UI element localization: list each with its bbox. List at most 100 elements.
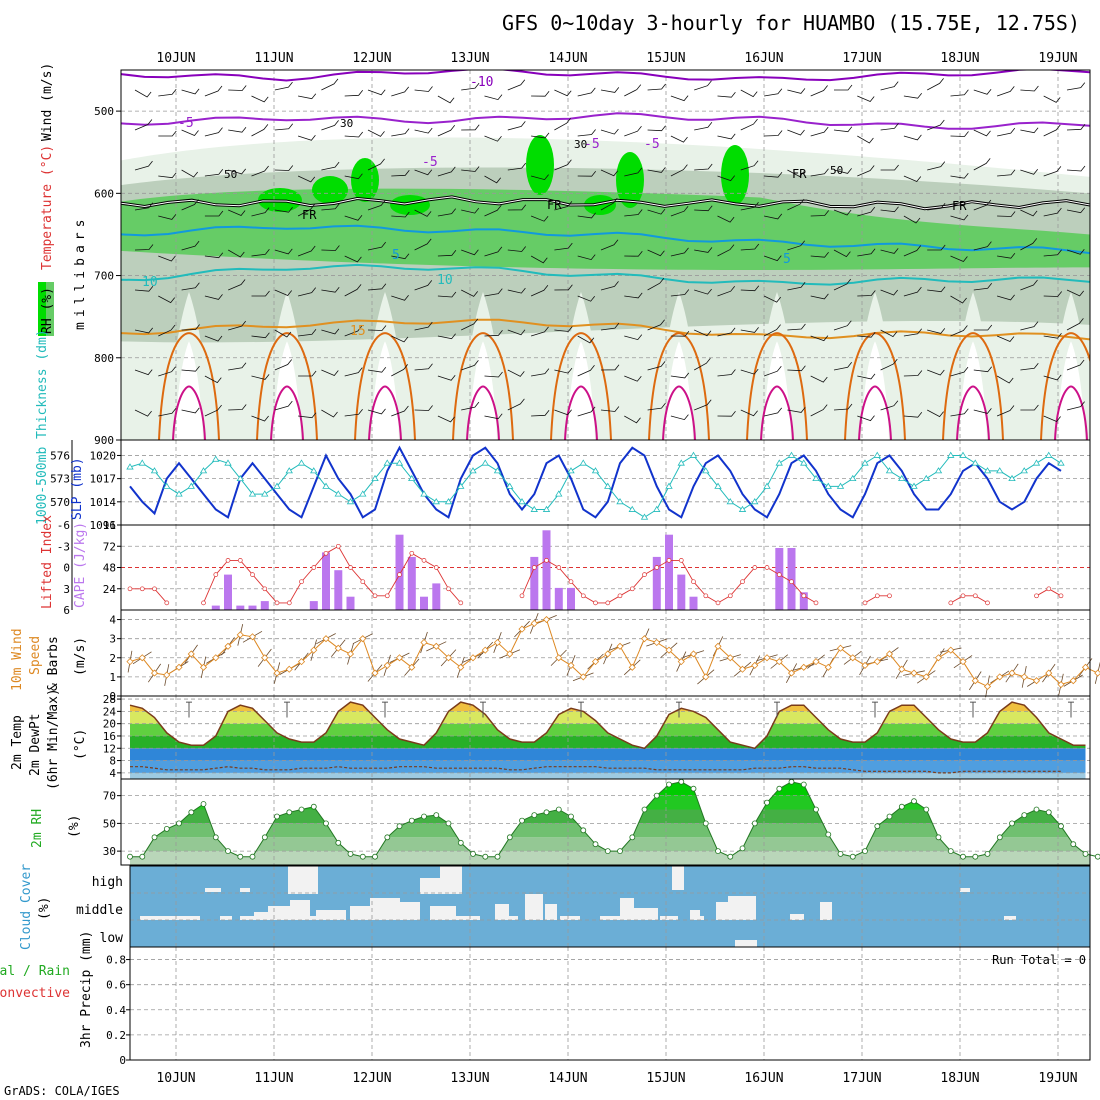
thickness-point — [1032, 459, 1041, 466]
wind-barb — [414, 321, 433, 331]
wind-barb — [810, 375, 828, 383]
temperature-tick-label: 28 — [103, 693, 116, 706]
cape-bar — [542, 530, 551, 610]
wind-barb — [996, 294, 1015, 301]
wind-barb — [274, 123, 294, 131]
wind-barb — [274, 400, 293, 411]
wind-speed-point — [996, 673, 1004, 681]
rh-point — [286, 809, 293, 816]
rh-point — [1070, 841, 1077, 848]
dry-plume — [665, 341, 693, 440]
wind-barb — [414, 127, 433, 134]
wind-barb — [1090, 136, 1100, 141]
wind-barb — [694, 288, 712, 295]
wind-speed-point — [983, 682, 992, 691]
date-label: 18JUN — [940, 51, 979, 66]
rh-point — [506, 834, 513, 841]
cloud-cell — [254, 912, 274, 920]
cloud-cell — [545, 904, 557, 920]
wind-barb — [647, 277, 665, 291]
wind-barb — [1090, 372, 1100, 377]
cloud-cell — [790, 914, 804, 920]
wind-tick-label: 0 — [109, 690, 116, 703]
isotherm-20 — [452, 332, 514, 440]
precip-tick-label: 0.6 — [106, 979, 126, 992]
cloud-cell — [620, 898, 634, 920]
wind-barb — [1043, 332, 1062, 339]
wind-speed-point — [285, 665, 293, 673]
wind-barb — [134, 369, 153, 376]
slp-axis-label: SLP (mb) — [70, 457, 85, 520]
wind-speed-point — [849, 654, 857, 662]
wind-barb — [787, 88, 806, 94]
wind-barb — [507, 246, 527, 252]
wind-speed-point — [457, 663, 465, 671]
wind-barb — [950, 325, 968, 337]
thickness-point — [934, 467, 943, 474]
freezing-level-label: FR — [792, 167, 807, 181]
wind-barb — [670, 414, 689, 421]
rh-point — [837, 851, 844, 857]
wind-barb — [810, 85, 828, 97]
thickness-point — [861, 459, 869, 466]
temperature-axis-label: 2m Temp — [10, 715, 25, 770]
minmax-axis-label: (6hr Min/Max) — [46, 688, 61, 790]
wind-barb — [624, 415, 641, 424]
wind-barb — [1043, 166, 1062, 177]
contour-label-minus5: -5 — [178, 116, 194, 131]
wind-barb — [880, 329, 898, 338]
lifted-index-point — [862, 600, 868, 606]
wind-barb — [1043, 95, 1061, 103]
wind-barb — [297, 204, 315, 217]
lifted-index-point — [519, 593, 525, 599]
wind-barb — [298, 93, 317, 100]
wind-barb — [437, 125, 456, 137]
cape-bar — [334, 570, 343, 610]
wind-barb — [554, 242, 573, 251]
rh-point — [470, 851, 476, 857]
run-total-label: Run Total = 0 — [992, 953, 1086, 967]
cloud-level-high: high — [92, 875, 123, 890]
thickness-point — [408, 474, 416, 482]
wind-barb — [903, 328, 923, 337]
wind-barb — [204, 169, 224, 177]
wind-barb — [833, 320, 852, 331]
wind-barb — [996, 335, 1015, 342]
thickness-point — [1057, 459, 1065, 466]
wind-barb — [1020, 279, 1038, 291]
wind-speed-point — [1081, 663, 1090, 671]
wind-barb — [554, 326, 573, 332]
slp-tick-label: 1014 — [90, 496, 117, 509]
wind-barb — [1020, 363, 1039, 371]
rh-contour-label: 30 — [340, 117, 353, 130]
cloud-cell — [690, 916, 704, 920]
thickness-point — [346, 498, 355, 505]
lifted-index-point — [629, 586, 635, 592]
rh2m-axis-label: 2m RH — [30, 809, 45, 848]
cape-tick-label: 48 — [103, 562, 116, 575]
wind-speed-point — [138, 654, 146, 662]
rh-point — [629, 834, 636, 841]
cloud-cell — [240, 916, 256, 920]
rh-point — [788, 778, 795, 785]
wind-barb — [274, 165, 294, 171]
wind-speed-point — [861, 661, 869, 669]
dry-plume — [959, 341, 987, 440]
wind-barb — [134, 89, 152, 98]
lifted-index-point — [666, 558, 672, 563]
rh-point — [911, 798, 917, 805]
thickness-point — [175, 490, 183, 497]
rh-point — [825, 831, 832, 838]
cloud-cell — [440, 866, 462, 894]
wind-barb — [461, 401, 480, 411]
wind-barb — [228, 126, 247, 133]
wind-barb — [810, 404, 828, 417]
wind-barb — [321, 161, 340, 171]
wind-barb — [1066, 124, 1086, 131]
rh2m-frame — [120, 778, 1091, 866]
wind-barb — [763, 255, 782, 262]
wind-barb — [577, 335, 595, 344]
slp-tick-label: 1011 — [90, 519, 117, 532]
wind-barb — [321, 120, 339, 131]
rh-point — [641, 806, 648, 813]
